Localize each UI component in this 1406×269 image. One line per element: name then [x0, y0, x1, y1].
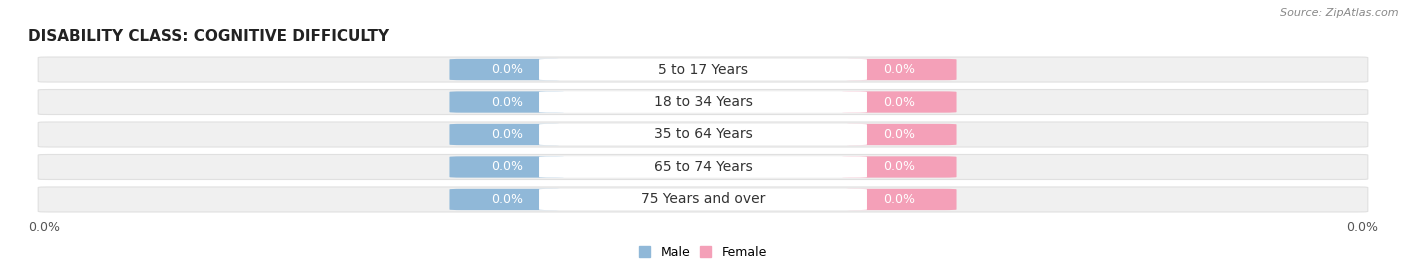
- Text: 0.0%: 0.0%: [883, 95, 915, 108]
- FancyBboxPatch shape: [38, 154, 1368, 179]
- Text: 0.0%: 0.0%: [491, 161, 523, 174]
- FancyBboxPatch shape: [38, 122, 1368, 147]
- FancyBboxPatch shape: [538, 124, 868, 145]
- Text: 0.0%: 0.0%: [883, 193, 915, 206]
- FancyBboxPatch shape: [842, 91, 956, 113]
- FancyBboxPatch shape: [538, 156, 868, 178]
- FancyBboxPatch shape: [538, 91, 868, 113]
- Text: 0.0%: 0.0%: [883, 63, 915, 76]
- FancyBboxPatch shape: [450, 59, 564, 80]
- FancyBboxPatch shape: [38, 187, 1368, 212]
- Text: 75 Years and over: 75 Years and over: [641, 192, 765, 207]
- FancyBboxPatch shape: [450, 91, 564, 113]
- FancyBboxPatch shape: [842, 59, 956, 80]
- FancyBboxPatch shape: [538, 189, 868, 210]
- Text: 5 to 17 Years: 5 to 17 Years: [658, 62, 748, 77]
- FancyBboxPatch shape: [842, 124, 956, 145]
- Text: 0.0%: 0.0%: [491, 95, 523, 108]
- FancyBboxPatch shape: [842, 156, 956, 178]
- Text: 0.0%: 0.0%: [28, 221, 60, 233]
- FancyBboxPatch shape: [538, 59, 868, 80]
- Text: 0.0%: 0.0%: [491, 128, 523, 141]
- FancyBboxPatch shape: [450, 156, 564, 178]
- Text: 65 to 74 Years: 65 to 74 Years: [654, 160, 752, 174]
- Text: 0.0%: 0.0%: [883, 161, 915, 174]
- FancyBboxPatch shape: [38, 57, 1368, 82]
- FancyBboxPatch shape: [38, 90, 1368, 115]
- Legend: Male, Female: Male, Female: [640, 246, 766, 259]
- Text: 0.0%: 0.0%: [1346, 221, 1378, 233]
- Text: Source: ZipAtlas.com: Source: ZipAtlas.com: [1281, 8, 1399, 18]
- Text: 35 to 64 Years: 35 to 64 Years: [654, 128, 752, 141]
- Text: 0.0%: 0.0%: [491, 193, 523, 206]
- FancyBboxPatch shape: [450, 124, 564, 145]
- Text: DISABILITY CLASS: COGNITIVE DIFFICULTY: DISABILITY CLASS: COGNITIVE DIFFICULTY: [28, 29, 389, 44]
- Text: 0.0%: 0.0%: [883, 128, 915, 141]
- Text: 0.0%: 0.0%: [491, 63, 523, 76]
- Text: 18 to 34 Years: 18 to 34 Years: [654, 95, 752, 109]
- FancyBboxPatch shape: [842, 189, 956, 210]
- FancyBboxPatch shape: [450, 189, 564, 210]
